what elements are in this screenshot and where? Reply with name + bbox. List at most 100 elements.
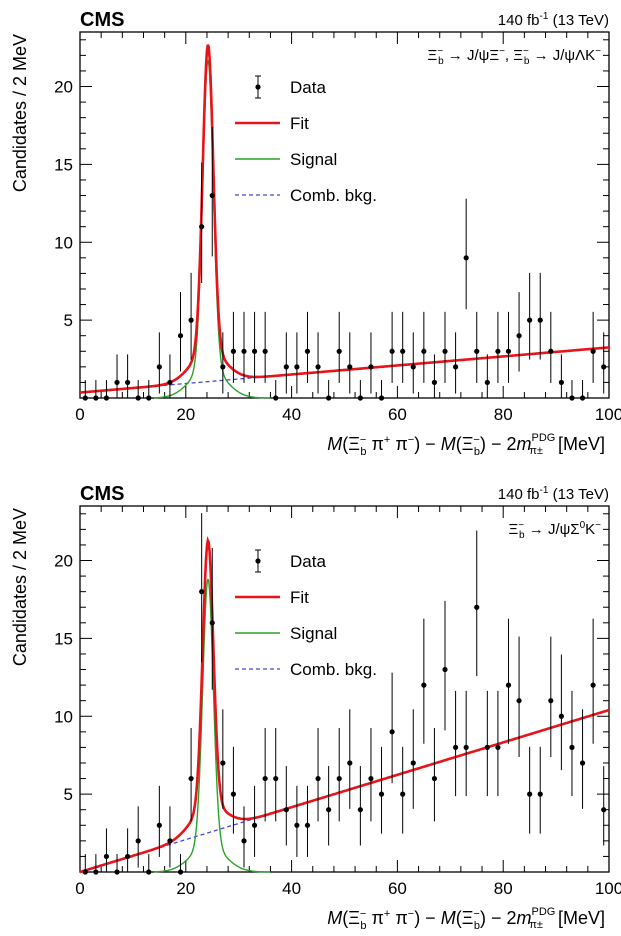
data-point [357, 766, 363, 846]
data-marker [103, 395, 110, 401]
data-marker [463, 255, 469, 261]
data-marker [484, 744, 490, 751]
data-marker [336, 775, 342, 782]
y-tick-label: 20 [54, 552, 73, 571]
data-point [368, 332, 374, 394]
data-point [431, 354, 438, 398]
data-marker [495, 744, 501, 751]
data-points [82, 126, 607, 401]
data-marker [315, 364, 321, 370]
data-point [283, 332, 289, 394]
data-point [230, 746, 237, 834]
luminosity-label: 140 fb-1 (13 TeV) [498, 11, 609, 29]
data-point [558, 354, 564, 398]
data-marker [505, 682, 512, 688]
data-point [262, 727, 268, 822]
data-point [590, 311, 596, 383]
data-point [114, 854, 120, 875]
data-point [156, 332, 162, 394]
data-point [209, 126, 215, 257]
data-point [400, 311, 406, 383]
data-point [156, 785, 162, 857]
y-tick-label: 5 [64, 785, 73, 804]
experiment-label: CMS [80, 9, 124, 31]
data-point [527, 746, 533, 834]
data-marker [177, 869, 184, 875]
data-marker [516, 698, 522, 704]
x-tick-label: 80 [494, 879, 513, 898]
fit-curve [79, 535, 610, 874]
data-point [103, 380, 110, 401]
data-marker [410, 364, 416, 370]
axis-ticks [79, 506, 610, 872]
data-marker [220, 364, 226, 370]
data-marker [410, 760, 416, 766]
data-marker [474, 348, 480, 354]
data-point [484, 354, 490, 398]
data-marker [230, 791, 237, 797]
data-point [431, 727, 438, 822]
data-marker [304, 348, 311, 354]
y-tick-label: 15 [54, 629, 73, 648]
x-tick-label: 0 [75, 879, 84, 898]
data-marker [262, 775, 268, 782]
x-tick-label: 0 [75, 405, 84, 424]
data-marker [251, 822, 258, 828]
data-marker [146, 869, 152, 875]
data-point [220, 709, 226, 809]
data-point [315, 332, 321, 394]
data-point [103, 828, 110, 872]
data-point [188, 727, 194, 822]
experiment-label: CMS [80, 483, 124, 505]
y-axis-title: Candidates / 2 MeV [10, 508, 30, 666]
data-point [125, 828, 131, 872]
data-marker [400, 348, 406, 354]
data-marker [452, 744, 459, 751]
data-marker [347, 364, 353, 370]
data-marker [558, 379, 564, 386]
legend-item: Fit [235, 588, 309, 607]
data-marker [400, 791, 406, 797]
data-marker [527, 317, 533, 323]
data-point [114, 354, 120, 398]
data-point [209, 548, 215, 690]
legend-item: Comb. bkg. [235, 660, 377, 679]
data-marker [304, 822, 311, 828]
data-marker [336, 348, 342, 354]
data-point [537, 746, 543, 834]
data-point [579, 380, 586, 401]
data-point [167, 354, 173, 398]
plot-frame [79, 31, 610, 399]
y-axis-title: Candidates / 2 MeV [10, 34, 30, 192]
data-marker [431, 379, 438, 386]
data-point [410, 332, 416, 394]
data-point [527, 272, 533, 360]
data-marker [495, 348, 501, 354]
data-point [167, 806, 173, 868]
data-point [516, 636, 522, 758]
data-marker [474, 604, 480, 610]
data-marker [167, 379, 173, 386]
data-point [463, 198, 469, 310]
data-point [400, 746, 406, 834]
data-point [135, 806, 141, 868]
data-point [452, 332, 459, 394]
data-marker [452, 364, 459, 370]
data-point [304, 785, 311, 857]
data-marker [368, 775, 374, 782]
legend-label: Data [290, 552, 326, 571]
legend-label: Comb. bkg. [290, 186, 377, 205]
data-marker [241, 838, 247, 844]
x-tick-label: 40 [282, 405, 301, 424]
data-point [262, 311, 268, 383]
data-marker [156, 364, 162, 370]
data-point [326, 766, 332, 846]
data-marker [251, 348, 258, 354]
data-point [378, 380, 385, 401]
data-point [220, 332, 226, 394]
data-point [304, 311, 311, 383]
data-point [294, 332, 300, 394]
legend-label: Fit [290, 588, 309, 607]
legend-item: Comb. bkg. [235, 186, 377, 205]
